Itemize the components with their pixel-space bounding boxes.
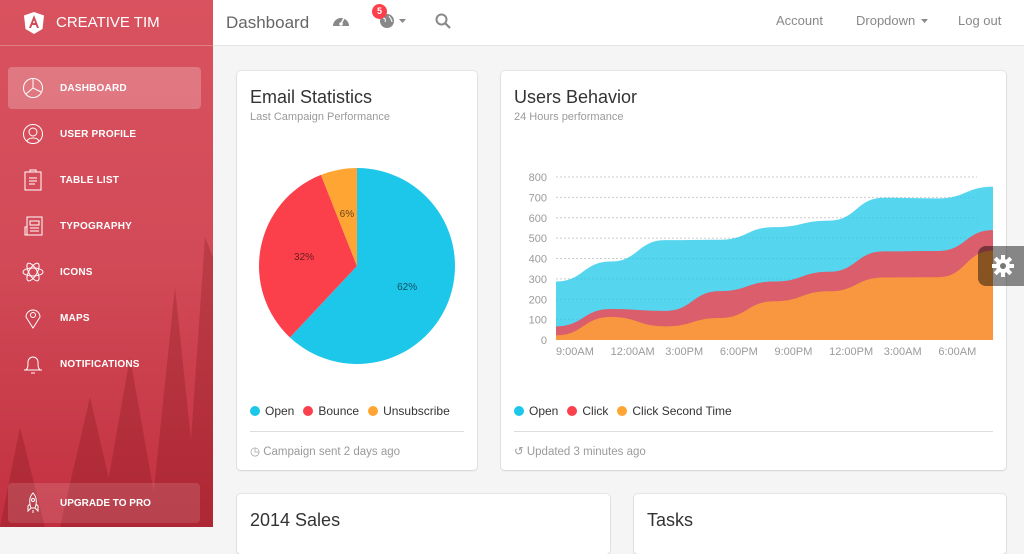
footer-text: Updated 3 minutes ago (526, 446, 646, 458)
legend-dot-click (567, 406, 578, 416)
y-tick-label: 700 (529, 192, 547, 204)
legend-dot-open (514, 406, 524, 416)
sidebar-item-maps[interactable]: MAPS (8, 297, 201, 339)
y-tick-label: 0 (541, 335, 547, 347)
legend-label: Unsubscribe (383, 404, 450, 418)
notification-badge: 5 (372, 4, 387, 19)
pie-slice-unsubscribe (320, 168, 357, 266)
sidebar-item-label: TABLE LIST (60, 174, 120, 186)
y-tick-label: 800 (529, 172, 547, 184)
sidebar-item-notifications[interactable]: NOTIFICATIONS (8, 343, 201, 385)
angular-logo-icon (24, 11, 44, 34)
card-footer: ↺ Updated 3 minutes ago (514, 431, 993, 458)
area-legend: Open Click Click Second Time (514, 404, 741, 418)
y-tick-label: 600 (529, 213, 547, 225)
card-category: 24 Hours performance (514, 111, 624, 123)
sidebar-item-label: NOTIFICATIONS (60, 358, 140, 370)
brand-name: CREATIVE TIM (56, 14, 160, 31)
chart-pie-icon (23, 78, 43, 98)
legend-dot-unsubscribe (368, 406, 379, 416)
card-title: Email Statistics (250, 87, 373, 107)
pie-slice-bounce (259, 174, 357, 338)
sidebar-item-label: USER PROFILE (60, 128, 137, 140)
x-tick-label: 6:00PM (720, 346, 758, 358)
email-statistics-card: Email Statistics Last Campaign Performan… (237, 71, 477, 470)
y-tick-label: 200 (529, 294, 547, 306)
sidebar-item-label: DASHBOARD (60, 82, 127, 94)
sidebar-item-icons[interactable]: ICONS (8, 251, 201, 293)
card-footer: ◷ Campaign sent 2 days ago (250, 431, 464, 458)
tasks-card: Tasks (634, 494, 1006, 554)
y-tick-label: 300 (529, 274, 547, 286)
legend-label: Click (582, 404, 609, 418)
sales-card: 2014 Sales (237, 494, 610, 554)
page-title[interactable]: Dashboard (226, 12, 310, 32)
legend-dot-bounce (303, 406, 314, 416)
footer-text: Campaign sent 2 days ago (263, 446, 401, 458)
x-tick-label: 9:00PM (775, 346, 813, 358)
history-icon: ↺ (514, 446, 527, 458)
gear-icon (992, 255, 1014, 277)
dropdown-menu[interactable]: Dropdown (856, 13, 916, 28)
atom-icon (22, 262, 44, 282)
legend-label: Bounce (318, 404, 360, 418)
area-series-click-second-time (556, 250, 993, 340)
upgrade-label: UPGRADE TO PRO (60, 497, 151, 509)
pie-label: 6% (340, 209, 355, 220)
users-behavior-card: Users Behavior 24 Hours performance 0 100… (501, 71, 1006, 470)
brand-logo[interactable]: CREATIVE TIM (0, 0, 213, 46)
x-tick-label: 12:00PM (829, 346, 873, 358)
dashboard-gauge-icon[interactable] (332, 12, 350, 28)
sidebar-item-label: TYPOGRAPHY (60, 220, 133, 232)
legend-label: Click Second Time (632, 404, 732, 418)
logout-link[interactable]: Log out (958, 13, 1002, 28)
sidebar-item-table-list[interactable]: TABLE LIST (8, 159, 201, 201)
chevron-down-icon (399, 19, 406, 23)
clock-icon: ◷ (250, 446, 264, 458)
y-tick-label: 100 (529, 315, 547, 327)
legend-dot-open (250, 406, 260, 416)
y-tick-label: 400 (529, 254, 547, 266)
x-tick-label: 9:00AM (556, 346, 594, 358)
card-title: Tasks (647, 510, 694, 530)
area-chart: 0 100 200 300 400 500 600 700 800 9:00AM 12:00AM 3:… (529, 172, 993, 358)
x-tick-label: 3:00PM (665, 346, 703, 358)
sidebar-nav: DASHBOARD USER PROFILE TABLE LIST TYPOGR… (0, 67, 213, 385)
user-icon (23, 124, 43, 144)
sidebar-item-user-profile[interactable]: USER PROFILE (8, 113, 201, 155)
pie-label: 32% (294, 252, 314, 263)
forest-background (0, 237, 213, 527)
bell-icon (24, 356, 42, 374)
sidebar-item-label: MAPS (60, 312, 90, 324)
sidebar: CREATIVE TIM DASHBOARD USER PROFILE TABL… (0, 0, 213, 527)
news-paper-icon (24, 216, 43, 236)
card-category: Last Campaign Performance (250, 111, 391, 123)
card-title: Users Behavior (514, 87, 638, 107)
account-link[interactable]: Account (776, 13, 823, 28)
card-title: 2014 Sales (250, 510, 341, 530)
upgrade-to-pro-button[interactable]: UPGRADE TO PRO (8, 483, 200, 523)
legend-dot-click-second (617, 406, 628, 416)
pie-chart: 62% 32% 6% (259, 168, 455, 364)
chevron-down-icon (921, 19, 928, 23)
search-icon[interactable] (435, 13, 451, 29)
clipboard-icon (24, 169, 42, 191)
x-tick-label: 3:00AM (884, 346, 922, 358)
pie-label: 62% (397, 282, 417, 293)
pin-icon (25, 309, 41, 329)
sidebar-item-typography[interactable]: TYPOGRAPHY (8, 205, 201, 247)
legend-label: Open (265, 404, 295, 418)
legend-label: Open (529, 404, 559, 418)
sidebar-item-label: ICONS (60, 266, 93, 278)
x-tick-label: 12:00AM (611, 346, 655, 358)
rocket-icon (27, 492, 39, 513)
pie-slice-open (289, 168, 455, 364)
x-tick-label: 6:00AM (938, 346, 976, 358)
settings-plugin-button[interactable] (978, 246, 1024, 286)
sidebar-item-dashboard[interactable]: DASHBOARD (8, 67, 201, 109)
y-tick-label: 500 (529, 233, 547, 245)
pie-legend: Open Bounce Unsubscribe (250, 404, 459, 418)
